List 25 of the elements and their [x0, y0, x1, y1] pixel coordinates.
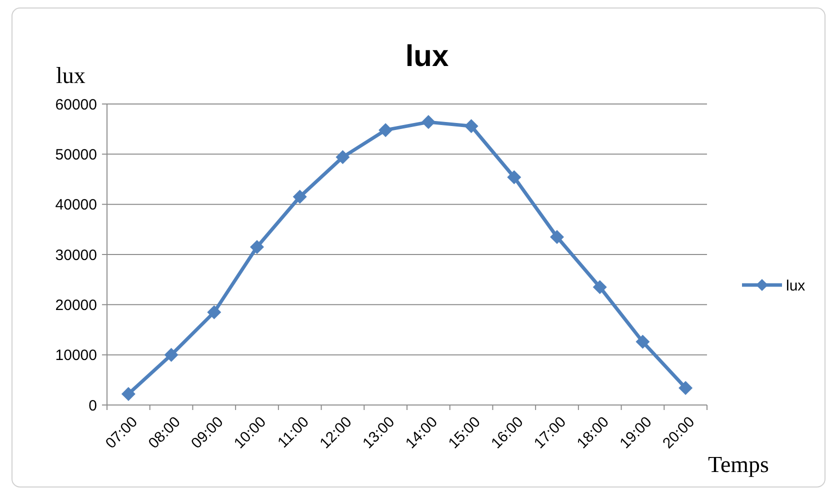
y-tick-label: 10000	[55, 347, 97, 364]
legend-label: lux	[786, 277, 806, 294]
point	[421, 115, 436, 130]
point	[292, 190, 307, 204]
point	[464, 119, 478, 134]
point	[550, 230, 564, 244]
point	[121, 386, 136, 401]
y-tick-label: 60000	[55, 96, 97, 114]
y-tick-label: 20000	[55, 296, 97, 314]
point	[636, 334, 650, 349]
y-tick-label: 0	[88, 397, 97, 414]
point	[678, 380, 693, 395]
y-tick-label: 40000	[55, 196, 97, 214]
point	[250, 240, 264, 254]
point	[378, 123, 393, 138]
point	[336, 150, 350, 164]
y-axis-title: lux	[56, 63, 86, 88]
y-tick-label: 50000	[55, 146, 97, 164]
point	[207, 305, 222, 320]
point	[592, 280, 607, 294]
y-tick-label: 30000	[55, 246, 97, 264]
chart-title: lux	[405, 40, 449, 73]
x-axis-title: Temps	[708, 452, 770, 477]
point	[507, 170, 522, 184]
point	[164, 348, 178, 362]
